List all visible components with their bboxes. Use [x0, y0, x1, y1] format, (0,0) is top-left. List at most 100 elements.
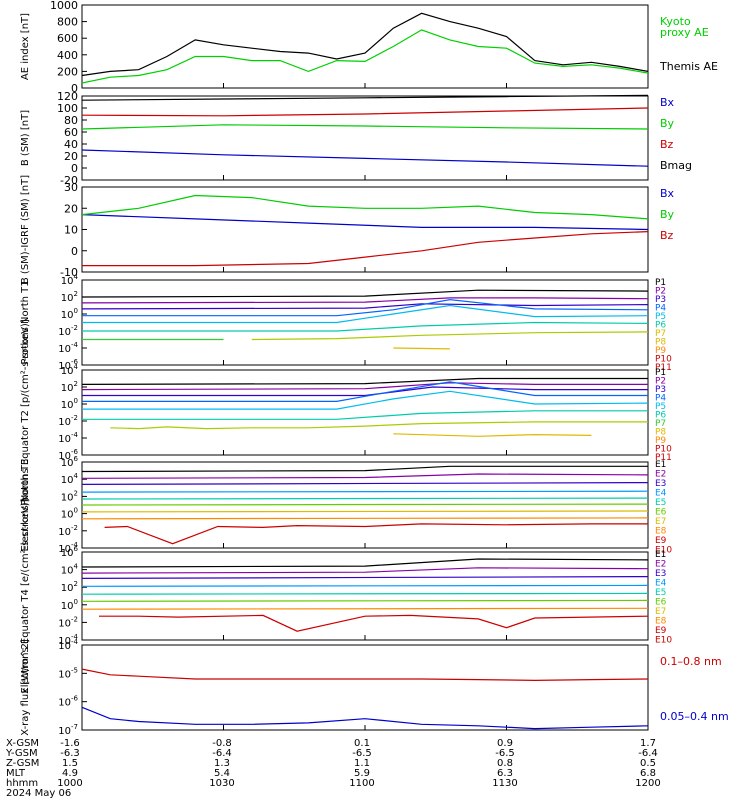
- y-tick-label: 104: [61, 472, 79, 486]
- footer-value: -6.5: [495, 748, 515, 759]
- panel-frame: [81, 369, 649, 456]
- y-tick-label: 10: [64, 224, 78, 237]
- series-line-e3: [81, 575, 649, 580]
- y-axis-label: B (SM)-IGRF (SM) [nT]: [20, 175, 31, 284]
- footer-value: -6.4: [212, 748, 232, 759]
- series-line-e8: [81, 517, 649, 520]
- legend-label: P6: [655, 411, 666, 421]
- y-tick-label: 20: [64, 150, 78, 163]
- y-tick-label: 60: [64, 126, 78, 139]
- legend-label: Bz: [660, 138, 674, 151]
- y-tick-label: 10-5: [58, 666, 78, 680]
- legend-label: E9: [655, 626, 667, 636]
- series-line-p4: [82, 298, 649, 317]
- legend-label: E4: [655, 489, 667, 499]
- y-tick-label: 80: [64, 114, 78, 127]
- y-tick-label: 600: [57, 32, 78, 45]
- series-line-p1: [81, 289, 649, 298]
- footer-value: 0.1: [354, 738, 370, 749]
- legend-label: P8: [655, 428, 666, 438]
- series-line-bmag: [81, 94, 649, 101]
- series-line-e6: [81, 599, 649, 602]
- y-tick-label: 10-4: [58, 638, 78, 652]
- y-axis-label: X-ray flux [W/m^2]: [20, 639, 31, 736]
- y-tick-label: 100: [61, 307, 78, 321]
- series-line-e7: [81, 510, 649, 513]
- y-tick-label: 1000: [50, 0, 78, 12]
- y-tick-label: 10-6: [58, 695, 78, 709]
- y-tick-label: 104: [61, 363, 79, 377]
- legend-label: P4: [655, 394, 666, 404]
- y-tick-label: 10-2: [58, 524, 78, 538]
- legend-label: P7: [655, 329, 666, 339]
- y-tick-label: 0: [71, 82, 78, 95]
- y-tick-label: 104: [61, 563, 79, 577]
- panel-frame: [81, 644, 649, 731]
- series-line-e2: [81, 473, 649, 479]
- legend-label: E3: [655, 569, 666, 579]
- footer-value: -1.6: [60, 738, 80, 749]
- footer-value: -6.3: [60, 748, 80, 759]
- y-tick-label: 200: [57, 65, 78, 78]
- y-tick-label: 20: [64, 202, 78, 215]
- panel-frame: [81, 551, 649, 641]
- series-line-kyoto-proxy-ae: [81, 29, 649, 84]
- series-line-bx: [81, 149, 649, 167]
- panel-5: Protons Equator T2 [p/(cm²-s-sr-keV)] P1P…: [20, 319, 672, 506]
- y-tick-label: 10-4: [58, 341, 78, 355]
- y-tick-label: 102: [61, 489, 78, 503]
- series-line-bz: [81, 107, 649, 117]
- series-line-e2: [81, 567, 649, 574]
- panel-7: Electrons Equator T4 [e/(cm²-s-sr-keV)] E…: [20, 498, 672, 693]
- series-line-e7: [81, 607, 649, 610]
- legend-label: P5: [655, 402, 666, 412]
- legend-label: P2: [655, 377, 666, 387]
- y-tick-label: 10-2: [58, 615, 78, 629]
- legend-label: P1: [655, 278, 666, 288]
- footer-value: 1.7: [640, 738, 656, 749]
- footer-value: 4.9: [62, 768, 78, 779]
- legend-label: Bmag: [660, 159, 692, 172]
- y-tick-label: 100: [61, 397, 78, 411]
- series-line-e4: [81, 584, 649, 587]
- panel-frame: [81, 4, 649, 89]
- legend-label: E3: [655, 479, 666, 489]
- series-line-p2: [81, 382, 648, 391]
- legend-label: E6: [655, 598, 667, 608]
- legend-label: P8: [655, 338, 666, 348]
- footer-row-label: MLT: [6, 768, 26, 779]
- y-tick-label: 10-6: [58, 358, 78, 372]
- y-axis-label: Protons North T1: [20, 280, 31, 364]
- footer-row-label: Y-GSM: [5, 748, 38, 759]
- series-line-0-05-0-4-nm: [81, 706, 649, 730]
- legend-label: P11: [655, 453, 672, 463]
- series-line-p6: [82, 321, 649, 332]
- series-line-p1: [81, 377, 648, 385]
- y-tick-label: 120: [57, 90, 78, 103]
- series-line-p2: [81, 297, 649, 304]
- series-line-p4: [82, 381, 648, 402]
- y-tick-label: 100: [61, 598, 78, 612]
- y-tick-label: 10-4: [58, 541, 78, 555]
- legend-label: P3: [655, 295, 666, 305]
- legend-label: P2: [655, 287, 666, 297]
- legend-label: proxy AE: [660, 26, 709, 39]
- series-line-e4: [81, 490, 649, 493]
- legend-label: 0.1–0.8 nm: [660, 655, 722, 668]
- series-line-p3: [81, 303, 649, 310]
- legend-label: Themis AE: [659, 60, 718, 73]
- series-line-e3: [81, 482, 649, 485]
- y-axis-label: Electrons North T3: [20, 458, 31, 551]
- footer-value: 1030: [209, 778, 234, 789]
- series-line-p5: [82, 304, 649, 324]
- panel-3: -10 0 10 20 30 B (SM)-IGRF (SM) [nT] Bx By Bz: [20, 175, 675, 284]
- series-line-by: [81, 194, 649, 220]
- legend-label: E10: [655, 546, 672, 556]
- series-line-0-1-0-8-nm: [81, 668, 649, 682]
- series-line-p7: [110, 421, 648, 430]
- legend-label: E2: [655, 470, 666, 480]
- y-tick-label: 106: [61, 455, 79, 469]
- legend-label: P4: [655, 304, 666, 314]
- legend-label: P10: [655, 355, 672, 365]
